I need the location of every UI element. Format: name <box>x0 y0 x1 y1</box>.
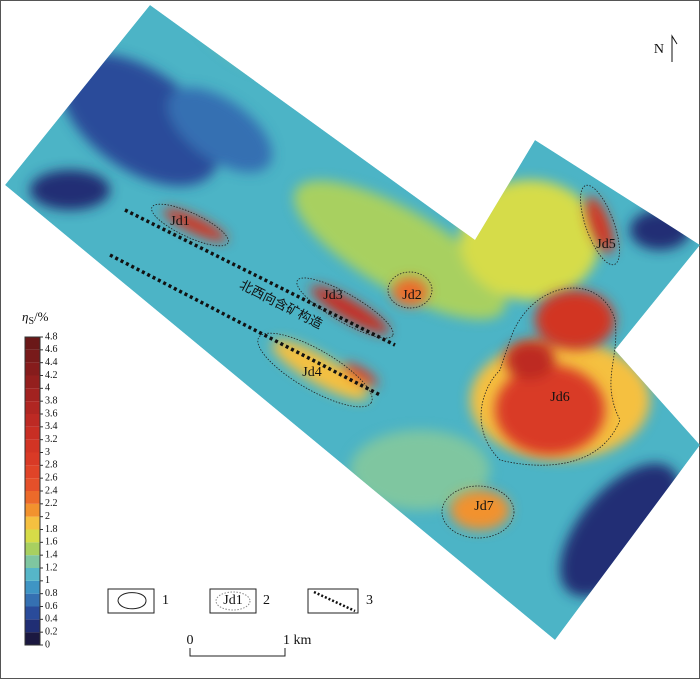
anomaly-label: Jd5 <box>596 237 615 252</box>
colorbar-tick-label: 2.6 <box>45 472 58 483</box>
colorbar-band <box>25 529 40 543</box>
legend-label: 1 <box>162 593 169 608</box>
survey-area <box>5 5 700 640</box>
north-arrow <box>671 34 678 62</box>
colorbar-title: ηS/% <box>22 309 49 327</box>
colorbar-band <box>25 465 40 479</box>
legend-symbol <box>117 592 147 610</box>
colorbar-tick-label: 1.2 <box>45 562 58 573</box>
legend-label: 3 <box>366 593 373 608</box>
colorbar-tick-label: 2.4 <box>45 485 58 496</box>
anomaly-label: Jd6 <box>550 390 569 405</box>
colorbar-band <box>25 337 40 350</box>
colorbar-tick-label: 4.4 <box>45 357 58 368</box>
anomaly-label: Jd2 <box>402 288 421 303</box>
colorbar: 0 0.20.4 0.6 0.8 1 1.2 1.41.6 1.8 2 2.2 2.4 2.62.8 3… <box>24 331 58 650</box>
colorbar-tick-label: 0.6 <box>45 601 58 612</box>
scale-label: 1 km <box>283 633 312 648</box>
colorbar-band <box>25 580 40 594</box>
colorbar-tick-label: 4.2 <box>45 370 58 381</box>
scale-bar <box>189 648 286 657</box>
colorbar-band <box>25 593 40 607</box>
legend-box <box>209 588 257 614</box>
colorbar-band <box>25 452 40 466</box>
colorbar-tick-label: 4.8 <box>45 331 58 342</box>
colorbar-tick-label: 1.8 <box>45 524 58 535</box>
colorbar-tick-label: 0.2 <box>45 626 58 637</box>
colorbar-tick-label: 3.6 <box>45 408 58 419</box>
colorbar-tick-label: 2.2 <box>45 498 58 509</box>
colorbar-band <box>25 349 40 363</box>
colorbar-tick-label: 4 <box>45 383 50 394</box>
colorbar-tick-label: 0.8 <box>45 588 58 599</box>
colorbar-band <box>25 388 40 402</box>
colorbar-band <box>25 491 40 504</box>
colorbar-band <box>25 414 40 427</box>
colorbar-tick-label: 1.6 <box>45 537 58 548</box>
colorbar-tick-label: 3 <box>45 447 50 458</box>
legend-sample: Jd1 <box>223 593 242 608</box>
colorbar-band <box>25 555 40 568</box>
anomaly-label: Jd7 <box>474 499 493 514</box>
colorbar-tick-label: 4.6 <box>45 344 58 355</box>
colorbar-band <box>25 426 40 440</box>
colorbar-tick-label: 0 <box>45 639 50 650</box>
legend-symbol <box>313 590 356 613</box>
anomaly-label: Jd1 <box>170 214 189 229</box>
north-label: N <box>654 42 664 57</box>
colorbar-band <box>25 375 40 389</box>
colorbar-band <box>25 619 40 633</box>
legend-box <box>107 588 155 614</box>
colorbar-band <box>25 516 40 530</box>
anomaly-label: Jd3 <box>323 288 342 303</box>
colorbar-tick-label: 2.8 <box>45 460 58 471</box>
colorbar-band <box>25 542 40 556</box>
colorbar-band <box>25 478 40 491</box>
colorbar-tick-label: 2 <box>45 511 50 522</box>
colorbar-tick-label: 3.8 <box>45 395 58 406</box>
legend-label: 2 <box>263 593 270 608</box>
colorbar-band <box>25 568 40 581</box>
colorbar-tick-label: 3.4 <box>45 421 58 432</box>
colorbar-band <box>25 606 40 620</box>
colorbar-band <box>25 632 40 645</box>
colorbar-band <box>25 503 40 517</box>
colorbar-tick-label: 3.2 <box>45 434 58 445</box>
scale-label: 0 <box>187 633 194 648</box>
legend-symbol <box>215 591 251 611</box>
colorbar-tick-label: 1.4 <box>45 549 58 560</box>
colorbar-tick-label: 0.4 <box>45 614 58 625</box>
anomaly-label: Jd4 <box>302 365 321 380</box>
colorbar-band <box>25 362 40 376</box>
colorbar-band <box>25 401 40 414</box>
legend-box <box>307 588 359 614</box>
colorbar-tick-label: 1 <box>45 575 50 586</box>
colorbar-band <box>25 439 40 453</box>
